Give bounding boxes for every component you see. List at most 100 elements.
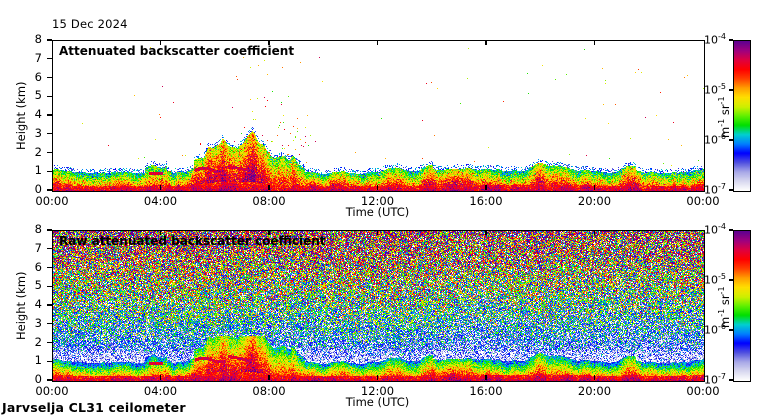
x-tick-label: 00:00 [35, 384, 69, 398]
x-tick-mark-top [268, 40, 270, 45]
colorbar-tick-mark [729, 189, 733, 191]
y-tick-mark [47, 151, 52, 154]
panel-title-top: Attenuated backscatter coefficient [59, 44, 295, 58]
y-tick-label: 2 [34, 144, 42, 159]
y-tick-mark [47, 341, 52, 344]
date-label: 15 Dec 2024 [52, 17, 128, 31]
x-tick-label: 00:00 [686, 194, 720, 208]
y-tick-label: 5 [34, 278, 42, 293]
x-tick-mark [593, 185, 596, 190]
colorbar-tick-mark [729, 89, 733, 91]
y-axis-title-top: Height (km) [14, 81, 28, 150]
y-tick-mark [47, 58, 52, 60]
colorbar-canvas-top [734, 41, 750, 191]
x-tick-label: 12:00 [360, 384, 395, 398]
y-tick-label: 6 [34, 259, 42, 274]
y-tick-label: 8 [34, 222, 42, 236]
x-tick-label: 08:00 [252, 194, 286, 208]
colorbar-tick-label: 10-4 [704, 222, 726, 237]
colorbar-tick-label: 10-6 [704, 132, 726, 147]
colorbar-top [733, 40, 751, 192]
y-tick-mark [47, 170, 52, 172]
x-tick-mark-top [376, 40, 379, 45]
y-tick-label: 1 [34, 163, 42, 178]
y-tick-mark [47, 133, 52, 135]
y-tick-mark [47, 285, 52, 287]
x-tick-mark [485, 185, 487, 190]
y-tick-label: 0 [34, 372, 42, 386]
x-tick-mark-top [593, 40, 596, 45]
y-tick-mark [47, 76, 52, 79]
colorbar-canvas-bottom [734, 231, 750, 381]
x-tick-mark-top [485, 40, 487, 45]
footer-station-label: Jarvselja CL31 ceilometer [2, 400, 186, 415]
colorbar-tick-label: 10-5 [704, 272, 726, 287]
y-tick-label: 4 [34, 297, 42, 311]
y-tick-label: 7 [34, 50, 42, 65]
colorbar-tick-label: 10-7 [704, 372, 726, 387]
x-tick-mark [485, 375, 487, 380]
plot-panel-raw-backscatter: Raw attenuated backscatter coefficient [52, 230, 705, 382]
x-tick-mark [159, 185, 162, 190]
y-tick-mark [47, 304, 52, 306]
colorbar-tick-mark [729, 379, 733, 381]
y-tick-label: 3 [34, 125, 42, 140]
colorbar-tick-label: 10-7 [704, 182, 726, 197]
x-tick-mark [159, 375, 162, 380]
y-tick-mark [47, 95, 52, 97]
x-tick-mark [268, 185, 270, 190]
x-tick-mark [593, 375, 596, 380]
y-tick-mark [47, 189, 52, 191]
colorbar-bottom [733, 230, 751, 382]
heatmap-canvas-top [53, 41, 704, 191]
y-tick-label: 5 [34, 88, 42, 103]
y-tick-mark [47, 379, 52, 381]
colorbar-unit-top: m-1 sr-1 [717, 96, 732, 138]
x-tick-label: 00:00 [35, 194, 69, 208]
x-tick-mark [376, 375, 379, 380]
y-tick-mark [47, 114, 52, 116]
x-tick-label: 08:00 [252, 384, 286, 398]
y-tick-mark [47, 323, 52, 325]
x-tick-label: 20:00 [577, 384, 612, 398]
x-tick-label: 16:00 [469, 194, 503, 208]
x-tick-label: 20:00 [577, 194, 612, 208]
y-tick-label: 3 [34, 315, 42, 330]
y-axis-title-bottom: Height (km) [14, 271, 28, 340]
colorbar-tick-mark [729, 139, 733, 141]
x-tick-mark-top [376, 230, 379, 235]
x-tick-mark [376, 185, 379, 190]
plot-panel-attenuated-backscatter: Attenuated backscatter coefficient [52, 40, 705, 192]
colorbar-tick-label: 10-6 [704, 322, 726, 337]
y-tick-label: 4 [34, 107, 42, 121]
x-axis-title-bottom: Time (UTC) [345, 395, 410, 409]
y-tick-label: 7 [34, 240, 42, 255]
colorbar-unit-bottom: m-1 sr-1 [717, 286, 732, 328]
colorbar-tick-mark [729, 279, 733, 281]
colorbar-tick-mark [729, 229, 733, 231]
x-tick-mark-top [485, 230, 487, 235]
y-tick-mark [47, 248, 52, 250]
heatmap-canvas-bottom [53, 231, 704, 381]
x-tick-label: 12:00 [360, 194, 395, 208]
x-axis-title-top: Time (UTC) [345, 205, 410, 219]
y-tick-label: 1 [34, 353, 42, 368]
x-tick-label: 04:00 [143, 384, 178, 398]
x-tick-label: 16:00 [469, 384, 503, 398]
x-tick-mark-top [268, 230, 270, 235]
panel-title-bottom: Raw attenuated backscatter coefficient [59, 234, 326, 248]
x-tick-label: 04:00 [143, 194, 178, 208]
y-tick-mark [47, 39, 52, 41]
colorbar-tick-mark [729, 329, 733, 331]
x-tick-mark-top [159, 40, 162, 45]
y-tick-mark [47, 360, 52, 362]
x-tick-mark-top [159, 230, 162, 235]
y-tick-mark [47, 229, 52, 231]
colorbar-tick-mark [729, 39, 733, 41]
x-tick-mark [268, 375, 270, 380]
y-tick-label: 6 [34, 69, 42, 84]
colorbar-tick-label: 10-4 [704, 32, 726, 47]
x-tick-label: 00:00 [686, 384, 720, 398]
y-tick-mark [47, 266, 52, 269]
